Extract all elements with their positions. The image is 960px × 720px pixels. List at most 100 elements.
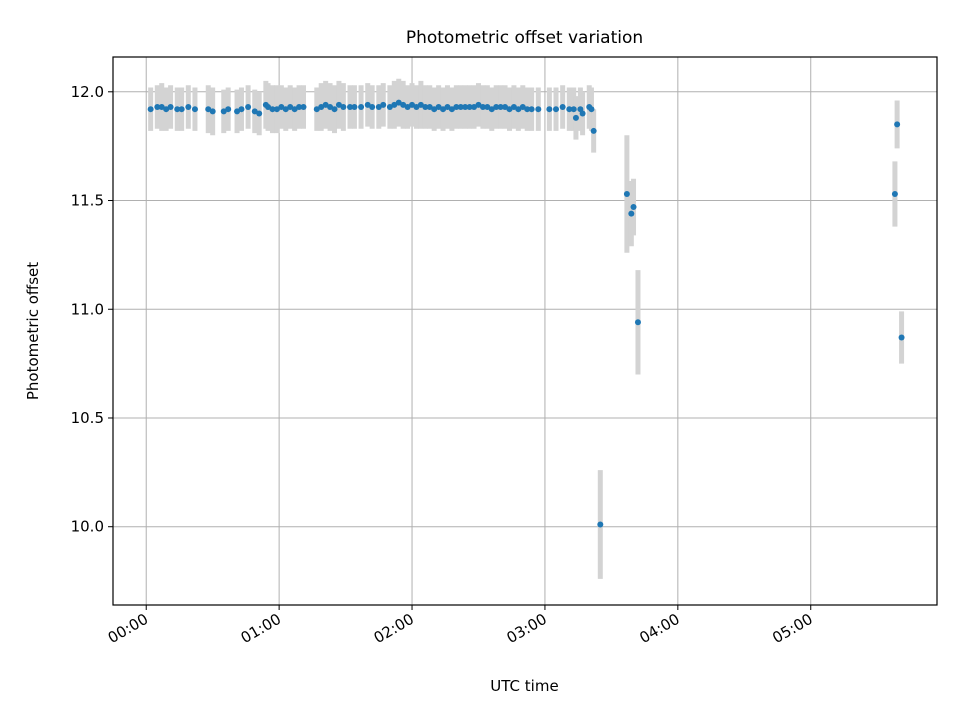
data-point (579, 110, 586, 117)
data-point (510, 104, 517, 111)
data-point (553, 106, 560, 113)
data-point (238, 106, 245, 113)
data-point (191, 106, 198, 113)
data-point (287, 104, 294, 111)
data-point (444, 104, 451, 111)
data-point (154, 104, 161, 111)
data-point (572, 114, 579, 121)
y-axis-label: Photometric offset (24, 262, 42, 400)
data-point (457, 104, 464, 111)
data-point (347, 104, 354, 111)
y-tick-label: 11.0 (71, 300, 104, 318)
data-point (462, 104, 469, 111)
data-point (225, 106, 232, 113)
data-point (380, 101, 387, 108)
plot-frame (112, 56, 938, 606)
data-point (502, 104, 509, 111)
data-point (205, 106, 212, 113)
data-point (515, 106, 522, 113)
data-point (634, 319, 641, 326)
data-point (484, 104, 491, 111)
data-point (400, 101, 407, 108)
data-point (322, 101, 329, 108)
data-point (209, 108, 216, 115)
data-point (519, 104, 526, 111)
data-point (256, 110, 263, 117)
data-point (364, 101, 371, 108)
data-point (318, 104, 325, 111)
data-point (296, 104, 303, 111)
data-point (417, 101, 424, 108)
data-point (475, 101, 482, 108)
data-point (528, 106, 535, 113)
data-point (375, 104, 382, 111)
data-point (409, 101, 416, 108)
data-point (313, 106, 320, 113)
data-point (535, 106, 542, 113)
data-point (273, 106, 280, 113)
data-point (174, 106, 181, 113)
data-point (448, 106, 455, 113)
data-point (327, 104, 334, 111)
data-point (628, 210, 635, 217)
data-point (369, 104, 376, 111)
data-point (220, 108, 227, 115)
data-point (524, 106, 531, 113)
data-point (488, 106, 495, 113)
data-point (566, 106, 573, 113)
chart-title: Photometric offset variation (406, 28, 643, 48)
data-point (251, 108, 258, 115)
data-point-layer (147, 99, 905, 528)
data-point (340, 104, 347, 111)
data-point (422, 104, 429, 111)
data-point (178, 106, 185, 113)
data-point (440, 106, 447, 113)
y-tick-label: 10.0 (71, 518, 104, 536)
y-tick-label: 12.0 (71, 83, 104, 101)
data-point (570, 106, 577, 113)
data-point (413, 104, 420, 111)
data-point (471, 104, 478, 111)
data-point (278, 104, 285, 111)
data-point (158, 104, 165, 111)
data-point (265, 104, 272, 111)
data-point (269, 106, 276, 113)
data-point (479, 104, 486, 111)
data-point (282, 106, 289, 113)
data-point (431, 106, 438, 113)
x-axis-label: UTC time (490, 677, 558, 695)
data-point (597, 521, 604, 528)
y-tick-label: 10.5 (71, 409, 104, 427)
data-point (493, 104, 500, 111)
data-point (331, 106, 338, 113)
data-point (630, 204, 637, 211)
data-point (894, 121, 901, 128)
data-point (435, 104, 442, 111)
data-point (453, 104, 460, 111)
data-point (291, 106, 298, 113)
data-point (234, 108, 241, 115)
data-point (300, 104, 307, 111)
data-point (466, 104, 473, 111)
data-point (245, 104, 252, 111)
data-point (386, 104, 393, 111)
data-point (590, 127, 597, 134)
data-point (167, 104, 174, 111)
data-point (623, 191, 630, 197)
data-point (335, 101, 342, 108)
data-point (147, 106, 154, 113)
data-point (891, 191, 898, 197)
data-point (426, 104, 433, 111)
data-point (391, 101, 398, 108)
data-point (395, 99, 402, 106)
y-tick-label: 11.5 (71, 192, 104, 210)
data-point (588, 106, 595, 113)
data-point (559, 104, 566, 111)
data-point (358, 104, 365, 111)
data-point (351, 104, 358, 111)
data-point (185, 104, 192, 111)
data-point (506, 106, 513, 113)
data-point (163, 106, 170, 113)
data-point (404, 104, 411, 111)
